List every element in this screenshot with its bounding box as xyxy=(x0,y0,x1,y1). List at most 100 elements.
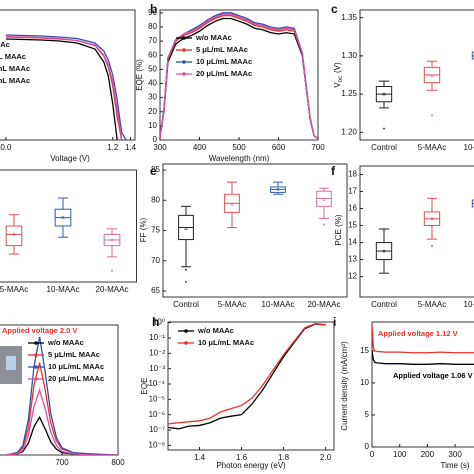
y-tick-label: 10⁻² xyxy=(149,348,165,357)
y-tick-label: 10 xyxy=(360,378,369,387)
mean xyxy=(382,249,386,253)
y-tick-label: 10 xyxy=(148,121,157,130)
x-tick-label: 200 xyxy=(421,450,435,459)
x-tick-label: 5-MAAc xyxy=(0,285,28,294)
y-axis-label-unit: (V) xyxy=(333,62,342,73)
x-tick-label: 100 xyxy=(393,450,407,459)
y-tick-label: 16 xyxy=(348,204,357,213)
panel-label: b xyxy=(150,2,157,16)
mean xyxy=(110,238,114,242)
legend-label: 10 μL/mL MAAc xyxy=(196,57,252,66)
legend-marker xyxy=(34,341,38,345)
x-tick-label: 5-MAAc xyxy=(218,300,246,309)
plot-area xyxy=(5,34,127,140)
annotation: Applied voltage 1.06 V xyxy=(393,371,473,380)
y-tick-label: 80 xyxy=(148,22,157,31)
plot-area xyxy=(160,12,318,140)
x-tick-label: 1.8 xyxy=(278,453,290,462)
y-axis-label: EQE xyxy=(140,378,149,395)
x-tick-label: 5-MAAc xyxy=(418,300,446,309)
y-tick-label: 13 xyxy=(348,255,357,264)
y-axis-label-main: V xyxy=(333,82,342,88)
photo-glow xyxy=(6,356,16,370)
x-tick-label: 700 xyxy=(55,458,69,467)
y-tick-label: 10⁰ xyxy=(153,318,165,327)
plot-area xyxy=(375,197,474,274)
legend-marker xyxy=(34,365,38,369)
plot-frame xyxy=(359,9,474,141)
y-tick-label: 1.30 xyxy=(341,51,357,60)
series-line xyxy=(5,38,118,140)
x-tick-label: 0 xyxy=(370,450,375,459)
legend-label: 10 μL/mL MAAc xyxy=(48,362,104,371)
y-tick-label: 10⁻⁵ xyxy=(149,394,165,403)
outlier xyxy=(383,127,385,130)
outlier xyxy=(431,245,433,247)
series-line xyxy=(5,35,123,139)
annotation: Applied voltage 2.0 V xyxy=(2,326,77,335)
x-tick-label: 600 xyxy=(272,143,286,152)
legend-label: 5 μL/mL MAAc xyxy=(196,45,248,54)
legend-label: 10 μL/mL MAAc xyxy=(198,338,254,347)
legend-marker xyxy=(34,377,38,381)
legend-marker xyxy=(184,341,188,345)
y-axis-label: PCE (%) xyxy=(334,214,343,245)
plot-area xyxy=(168,323,326,430)
plot-frame xyxy=(371,321,474,448)
y-tick-label: 90 xyxy=(148,8,157,17)
y-tick-label: 10⁻⁸ xyxy=(149,440,166,449)
panel-label: e xyxy=(150,164,157,178)
series-line xyxy=(160,17,318,140)
outlier xyxy=(431,114,433,117)
x-axis-label: Time (s) xyxy=(440,461,469,470)
series-line xyxy=(160,13,318,140)
y-tick-label: 18 xyxy=(348,170,357,179)
legend-marker xyxy=(182,60,186,64)
y-tick-label: 14 xyxy=(348,238,357,247)
x-tick-label: 1.2 xyxy=(107,143,119,152)
x-tick-label: 300 xyxy=(153,143,167,152)
series-line xyxy=(372,325,474,354)
x-tick-label: 10-MAAc xyxy=(262,300,295,309)
mean xyxy=(382,92,386,96)
x-tick-label: 800 xyxy=(111,458,125,467)
x-tick-label: 1.4 xyxy=(125,143,137,152)
x-tick-label: 400 xyxy=(193,143,207,152)
plot-area xyxy=(5,336,118,455)
y-tick-label: 70 xyxy=(151,256,160,265)
y-axis-label: EQE (%) xyxy=(135,59,144,91)
box xyxy=(5,225,23,247)
y-tick-label: 10⁻⁶ xyxy=(149,410,165,419)
plot-frame xyxy=(0,9,136,141)
plot-area xyxy=(372,325,474,365)
outlier xyxy=(323,223,325,226)
y-tick-label: 12 xyxy=(348,272,357,281)
y-tick-label: 1.20 xyxy=(341,127,357,136)
x-tick-label: 300 xyxy=(448,450,462,459)
legend-label: w/o MAAc xyxy=(47,338,84,347)
legend-label: 20 μL/mL MAAc xyxy=(0,76,30,85)
x-tick-label: Control xyxy=(371,300,397,309)
mean xyxy=(430,74,434,78)
series-line xyxy=(168,323,326,425)
x-tick-label: 1.4 xyxy=(194,453,206,462)
x-axis-label: Photon energy (eV) xyxy=(216,461,286,470)
y-tick-label: 1.35 xyxy=(341,13,357,22)
x-tick-label: 0.0 xyxy=(0,143,12,152)
mean xyxy=(230,203,234,206)
legend-marker xyxy=(182,72,186,76)
panel-label: c xyxy=(331,2,338,16)
x-tick-label: 700 xyxy=(311,143,325,152)
y-axis-label-sub: oc xyxy=(338,76,344,82)
y-tick-label: 85 xyxy=(151,165,160,174)
legend-label: w/o MAAc xyxy=(197,326,234,335)
legend-label: 10 μL/mL MAAc xyxy=(0,64,30,73)
y-tick-label: 20 xyxy=(148,107,157,116)
x-axis-label: Voltage (V) xyxy=(50,154,90,163)
mean xyxy=(322,198,326,201)
legend-marker xyxy=(184,329,188,333)
y-tick-label: 15 xyxy=(360,346,369,355)
y-tick-label: 50 xyxy=(148,64,157,73)
mean xyxy=(276,188,280,191)
